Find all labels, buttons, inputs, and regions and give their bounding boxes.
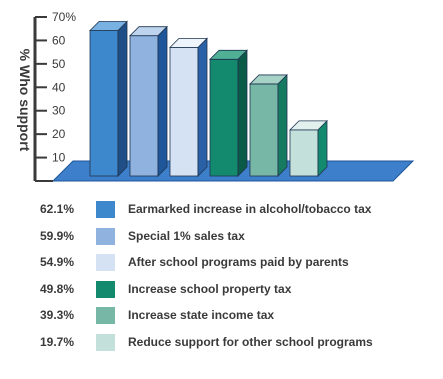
bar-side — [277, 73, 288, 177]
legend-value: 39.3% — [40, 308, 75, 322]
bar-front — [249, 83, 279, 177]
bar-front — [289, 129, 319, 177]
y-tick-label: 70% — [52, 10, 76, 24]
legend-value: 59.9% — [40, 228, 75, 243]
legend-swatch — [96, 201, 115, 218]
legend-item: 62.1% Earmarked increase in alcohol/tobac… — [0, 200, 443, 220]
legend-label: Increase state income tax — [128, 308, 275, 322]
legend-label: Special 1% sales tax — [128, 228, 245, 243]
legend-swatch — [96, 254, 115, 271]
legend-value: 19.7% — [40, 334, 75, 349]
y-tick-label: 30 — [52, 104, 66, 118]
bar-side — [317, 119, 328, 177]
legend-item: 19.7% Reduce support for other school pro… — [0, 333, 443, 353]
legend-label: After school programs paid by parents — [128, 255, 349, 269]
legend-value: 49.8% — [40, 281, 75, 296]
legend-label: Increase school property tax — [128, 281, 292, 296]
legend-label: Reduce support for other school programs — [128, 334, 373, 349]
bar — [169, 37, 208, 177]
legend-item: 59.9% Special 1% sales tax — [0, 227, 443, 247]
y-tick-label: 60 — [52, 33, 66, 47]
bar-side — [237, 49, 248, 177]
bar-front — [209, 58, 239, 177]
bar — [89, 20, 128, 177]
bar-side — [197, 37, 208, 177]
legend-swatch — [96, 307, 115, 324]
legend-label: Earmarked increase in alcohol/tobacco ta… — [128, 202, 372, 216]
legend-swatch — [96, 227, 115, 245]
bars — [89, 20, 328, 177]
bar-front — [129, 35, 159, 177]
y-tick-label: 10 — [52, 151, 66, 165]
y-tick-label: 20 — [52, 127, 66, 141]
legend-swatch — [96, 280, 115, 298]
bar — [289, 119, 328, 177]
y-axis-title: % Who support — [17, 49, 33, 152]
bar-top — [129, 26, 168, 37]
legend-swatch — [96, 333, 115, 351]
bar-side — [117, 20, 128, 177]
y-tick-label: 50 — [52, 57, 66, 71]
bar-front — [89, 30, 119, 177]
bar-side — [157, 25, 168, 177]
y-tick-label: 40 — [52, 80, 66, 94]
bar-top — [289, 120, 328, 131]
bar-top — [89, 21, 128, 31]
legend-item: 54.9% After school programs paid by paren… — [0, 253, 443, 273]
bar-top — [249, 74, 288, 85]
legend-value: 62.1% — [40, 202, 75, 216]
y-axis: 10 20 30 40 50 60 70% — [33, 10, 76, 182]
bar-top — [209, 49, 248, 60]
bar — [209, 49, 248, 177]
bar-front — [169, 46, 199, 177]
legend-item: 49.8% Increase school property tax — [0, 280, 443, 300]
bar — [249, 73, 288, 177]
legend-value: 54.9% — [40, 255, 75, 269]
bar — [129, 25, 168, 177]
bar-chart: % Who support 10 20 30 40 50 60 70% — [17, 10, 415, 182]
bar-top — [169, 37, 208, 48]
legend-item: 39.3% Increase state income tax — [0, 306, 443, 326]
